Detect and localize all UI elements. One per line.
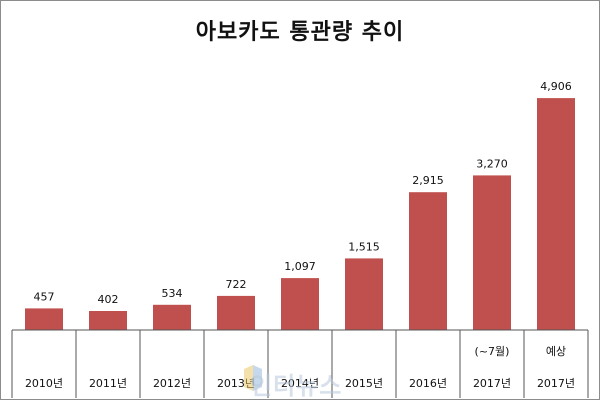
bar-8 — [537, 98, 575, 330]
data-label-8: 4,906 — [540, 80, 572, 93]
data-label-7: 3,270 — [476, 157, 508, 170]
tick-label-sub-8: 예상 — [546, 345, 566, 358]
data-label-2: 534 — [162, 287, 183, 300]
data-label-5: 1,515 — [348, 240, 380, 253]
tick-label-5: 2015년 — [345, 377, 383, 390]
data-label-3: 722 — [226, 278, 247, 291]
tick-label-8: 2017년 — [537, 377, 575, 390]
watermark-logo-icon — [244, 365, 262, 391]
tick-label-6: 2016년 — [409, 377, 447, 390]
bar-7 — [473, 175, 511, 330]
tick-label-2: 2012년 — [153, 377, 191, 390]
data-label-0: 457 — [34, 290, 55, 303]
bar-3 — [217, 295, 255, 330]
data-label-6: 2,915 — [412, 174, 444, 187]
tick-label-1: 2011년 — [89, 377, 127, 390]
watermark-text: 인터뉴스 — [250, 372, 343, 400]
chart-title: 아보카도 통관량 추이 — [195, 20, 405, 45]
tick-label-7: 2017년 — [473, 377, 511, 390]
bar-5 — [345, 258, 383, 330]
tick-label-4: 2014년 — [281, 377, 319, 390]
tick-label-sub-7: (~7월) — [475, 345, 510, 358]
data-label-4: 1,097 — [284, 260, 316, 273]
bar-4 — [281, 278, 319, 330]
bar-2 — [153, 304, 191, 330]
bar-1 — [89, 311, 127, 330]
data-label-1: 402 — [98, 293, 119, 306]
tick-label-0: 2010년 — [25, 377, 63, 390]
bar-6 — [409, 192, 447, 330]
bar-0 — [25, 308, 63, 330]
